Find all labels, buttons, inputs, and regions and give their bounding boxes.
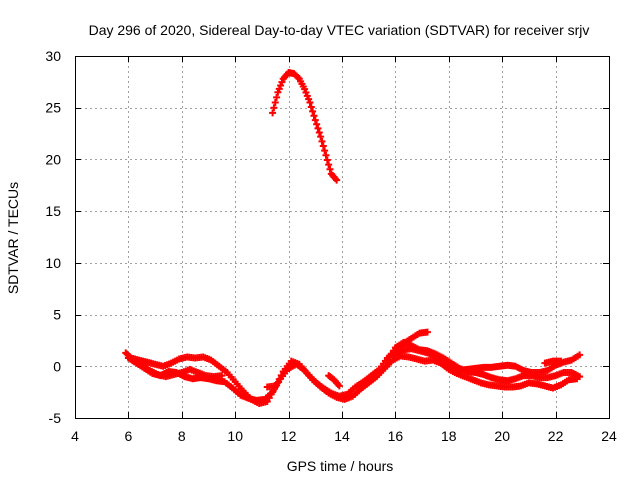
- data-point: [218, 372, 226, 380]
- y-tick-labels: -5 0 5 10 15 20 25 30: [45, 48, 61, 426]
- data-point: [335, 382, 343, 390]
- data-point: [315, 129, 323, 137]
- data-point: [576, 351, 584, 359]
- data-point: [576, 373, 584, 381]
- data-point: [333, 176, 341, 184]
- data-point: [271, 382, 279, 390]
- chart-title: Day 296 of 2020, Sidereal Day-to-day VTE…: [89, 22, 590, 38]
- data-point: [322, 151, 330, 159]
- x-tick-label: 10: [227, 428, 243, 444]
- grid-lines: [75, 56, 609, 418]
- y-tick-label: -5: [49, 410, 62, 426]
- series-track-high: [269, 69, 341, 184]
- data-point: [319, 142, 327, 150]
- series-track-c: [130, 338, 584, 385]
- data-point: [317, 133, 325, 141]
- data-point: [307, 103, 315, 111]
- x-tick-label: 6: [125, 428, 133, 444]
- x-tick-labels: 4 6 8 10 12 14 16 18 20 22 24: [71, 428, 617, 444]
- x-tick-label: 16: [388, 428, 404, 444]
- x-tick-label: 14: [334, 428, 350, 444]
- x-tick-label: 20: [494, 428, 510, 444]
- data-point: [273, 93, 281, 101]
- y-tick-label: 30: [45, 48, 61, 64]
- data-point: [323, 156, 331, 164]
- data-point: [270, 104, 278, 112]
- y-tick-label: 5: [53, 307, 61, 323]
- y-tick-label: 15: [45, 203, 61, 219]
- x-tick-label: 18: [441, 428, 457, 444]
- data-point: [310, 112, 318, 120]
- data-point: [309, 107, 317, 115]
- data-series: [122, 69, 584, 408]
- x-tick-label: 8: [178, 428, 186, 444]
- x-tick-label: 4: [71, 428, 79, 444]
- data-point: [311, 116, 319, 124]
- data-point: [314, 124, 322, 132]
- x-axis-title: GPS time / hours: [287, 458, 394, 474]
- series-track-d: [391, 345, 584, 376]
- data-point: [321, 147, 329, 155]
- data-point: [423, 328, 431, 336]
- data-point: [306, 99, 314, 107]
- y-tick-label: 10: [45, 255, 61, 271]
- x-tick-label: 24: [601, 428, 617, 444]
- data-point: [271, 99, 279, 107]
- x-tick-label: 22: [548, 428, 564, 444]
- data-point: [269, 109, 277, 117]
- data-point: [326, 165, 334, 173]
- y-axis-title: SDTVAR / TECUs: [5, 182, 21, 294]
- data-point: [318, 137, 326, 145]
- data-point: [313, 120, 321, 128]
- plot-frame: [75, 56, 610, 419]
- y-tick-label: 20: [45, 151, 61, 167]
- series-track-e: [263, 357, 565, 391]
- data-point: [325, 161, 333, 169]
- y-tick-label: 0: [53, 358, 61, 374]
- data-point: [557, 357, 565, 365]
- y-tick-label: 25: [45, 100, 61, 116]
- x-tick-label: 12: [281, 428, 297, 444]
